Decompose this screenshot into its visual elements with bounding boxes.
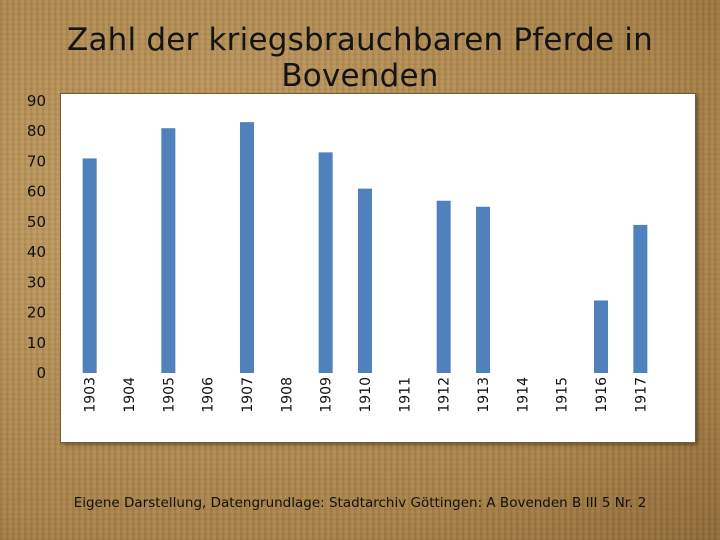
x-tick-label: 1905	[161, 377, 177, 413]
bar	[318, 152, 333, 373]
y-tick-label: 70	[27, 152, 46, 170]
bar	[594, 300, 608, 373]
y-tick-label: 40	[27, 243, 46, 261]
x-tick-label: 1907	[240, 377, 256, 413]
x-tick-label: 1903	[83, 377, 99, 413]
y-tick-label: 80	[27, 122, 46, 140]
y-tick-label: 20	[27, 304, 46, 322]
y-tick-label: 30	[27, 273, 46, 291]
y-tick-label: 10	[27, 334, 46, 352]
bar	[240, 122, 254, 374]
x-tick-label: 1910	[358, 377, 374, 413]
y-tick-label: 60	[27, 183, 46, 201]
x-tick-label: 1914	[515, 377, 531, 413]
bar	[436, 200, 451, 373]
x-tick-label: 1911	[397, 377, 413, 413]
x-tick-label: 1917	[633, 377, 649, 413]
bar	[633, 224, 648, 373]
slide-title: Zahl der kriegsbrauchbaren Pferde in Bov…	[67, 22, 653, 94]
y-tick-label: 0	[36, 364, 46, 382]
source-citation: Eigene Darstellung, Datengrundlage: Stad…	[73, 495, 647, 511]
bar	[161, 128, 176, 373]
bar	[82, 158, 97, 373]
x-tick-label: 1915	[555, 377, 571, 413]
x-tick-label: 1913	[476, 377, 492, 413]
y-tick-label: 50	[27, 213, 46, 231]
y-tick-label: 90	[27, 92, 46, 110]
bar	[358, 188, 372, 373]
x-tick-label: 1908	[279, 377, 295, 413]
bar	[476, 206, 490, 373]
x-tick-label: 1916	[594, 377, 610, 413]
x-tick-label: 1909	[319, 377, 335, 413]
x-tick-label: 1904	[122, 377, 138, 413]
x-tick-label: 1906	[201, 377, 217, 413]
x-tick-label: 1912	[437, 377, 453, 413]
